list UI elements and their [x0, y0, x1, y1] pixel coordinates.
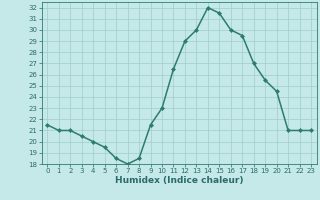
X-axis label: Humidex (Indice chaleur): Humidex (Indice chaleur) — [115, 176, 244, 185]
